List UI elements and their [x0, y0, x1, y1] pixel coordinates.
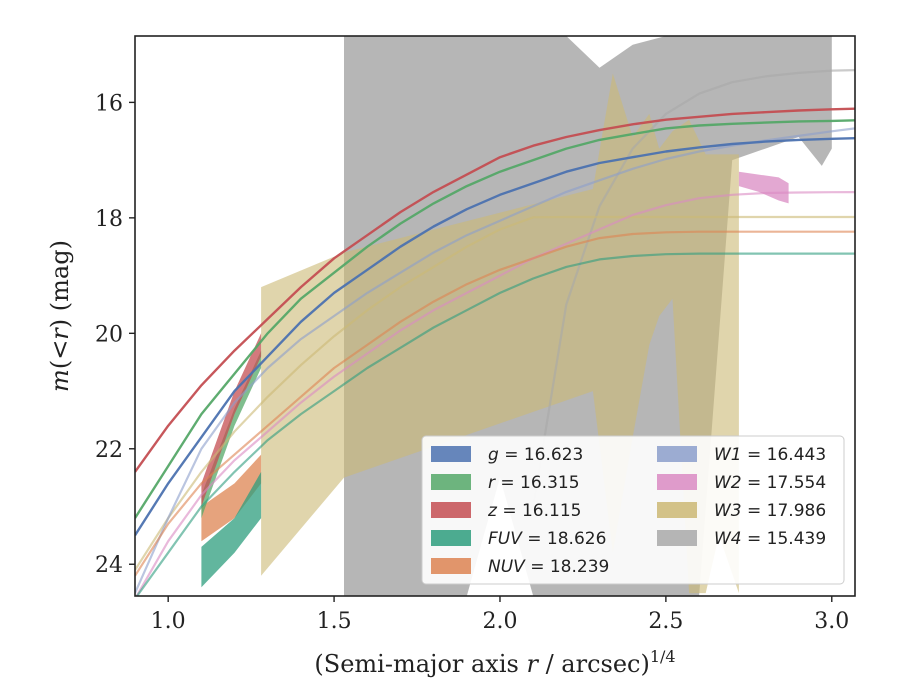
legend-label-nuv: NUV = 18.239: [488, 557, 609, 577]
legend-label-g: g = 16.623: [488, 445, 583, 465]
y-tick-label: 18: [95, 207, 123, 232]
curve-w3: [135, 215, 855, 571]
y-axis-label-tail: ) (mag): [46, 240, 74, 328]
x-axis-label-main: (Semi-major axis: [314, 650, 526, 678]
legend-label-z: z = 16.115: [487, 501, 581, 521]
curve-fuv: [135, 252, 855, 596]
x-tick-label: 2.0: [482, 609, 517, 634]
y-tick-label: 20: [95, 322, 123, 347]
legend: g = 16.623 r = 16.315 z = 16.115 FUV = 18.6…: [421, 435, 845, 585]
curve-w2: [135, 191, 855, 596]
x-tick-label: 2.5: [648, 609, 683, 634]
band-z: [201, 333, 262, 507]
legend-swatch-w3: [657, 502, 697, 518]
curve-g: [135, 137, 855, 537]
y-axis-label-mid: (<: [46, 340, 74, 369]
legend-swatch-nuv: [431, 558, 471, 574]
x-tick-label: 1.5: [317, 609, 352, 634]
legend-frame: [421, 435, 845, 585]
legend-swatch-w2: [657, 474, 697, 490]
legend-label-w1: W1 = 16.443: [714, 445, 826, 465]
curve-z: [135, 107, 855, 473]
legend-label-fuv: FUV = 18.626: [488, 529, 606, 549]
y-axis-ticks: 16 18 20 22 24: [95, 91, 135, 578]
y-tick-label: 22: [95, 438, 123, 463]
x-tick-label: 3.0: [814, 609, 849, 634]
legend-label-w2: W2 = 17.554: [714, 473, 826, 493]
x-axis-label-tail: / arcsec): [538, 650, 650, 678]
band-w2: [738, 171, 789, 204]
x-axis-label-exponent: 1/4: [650, 647, 676, 666]
curve-nuv: [135, 230, 855, 577]
y-tick-label: 16: [95, 91, 123, 116]
y-axis-label: m(<r) (mag): [46, 240, 74, 392]
legend-swatch-fuv: [431, 530, 471, 546]
legend-swatch-z: [431, 502, 471, 518]
legend-swatch-w4: [657, 530, 697, 546]
band-fuv: [201, 471, 262, 588]
legend-label-w4: W4 = 15.439: [714, 529, 826, 549]
legend-swatch-r: [431, 474, 471, 490]
x-axis-ticks: 1.0 1.5 2.0 2.5 3.0: [151, 596, 849, 634]
x-tick-label: 1.0: [151, 609, 186, 634]
growth-curves: [135, 69, 855, 596]
curve-r: [135, 119, 855, 519]
plot-frame: [134, 35, 856, 597]
band-nuv: [201, 454, 262, 542]
y-tick-label: 24: [95, 553, 123, 578]
legend-swatch-w1: [657, 446, 697, 462]
x-axis-label: (Semi-major axis r / arcsec)1/4: [314, 647, 675, 678]
legend-swatch-g: [431, 446, 471, 462]
x-axis-label-var: r: [526, 650, 539, 678]
y-axis-label-m: m: [46, 369, 74, 392]
legend-label-w3: W3 = 17.986: [714, 501, 826, 521]
legend-label-r: r = 16.315: [488, 473, 580, 493]
y-axis-label-r: r: [46, 327, 74, 340]
curve-w4: [532, 69, 855, 507]
